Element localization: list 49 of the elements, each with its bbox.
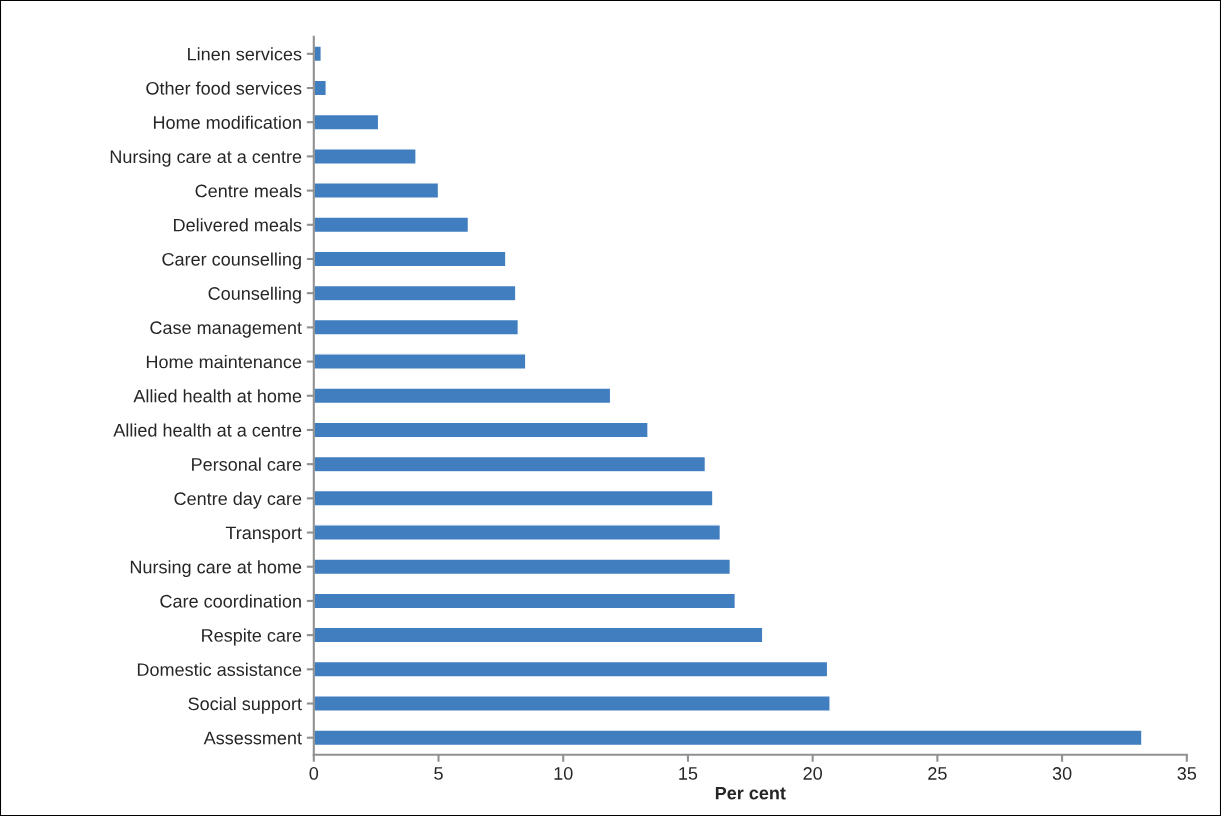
bar — [313, 182, 440, 199]
x-tick-label: 20 — [803, 767, 822, 780]
bar — [313, 729, 1143, 747]
bar — [313, 455, 707, 473]
bar — [313, 387, 612, 405]
y-tick-label: Case management — [150, 321, 302, 338]
x-tick-label: 35 — [1177, 767, 1197, 780]
y-tick-label: Linen services — [188, 47, 302, 61]
y-tick-label: Domestic assistance — [137, 662, 302, 677]
bar — [313, 148, 417, 165]
y-tick-label: Carer counselling — [162, 252, 301, 270]
bar — [313, 421, 649, 439]
bar — [313, 284, 517, 302]
x-tick-label: 15 — [679, 767, 698, 780]
y-tick-label: Allied health at home — [133, 389, 302, 403]
x-axis-title: Per cent — [715, 786, 786, 800]
bar — [313, 558, 732, 576]
y-tick-label: Care coordination — [160, 594, 301, 608]
bar — [313, 353, 527, 370]
y-tick-label: Centre day care — [174, 491, 302, 509]
bar — [313, 695, 831, 712]
bar — [313, 216, 470, 234]
y-tick-label: Delivered meals — [174, 218, 302, 232]
x-tick-label: 10 — [554, 767, 573, 780]
y-tick-label: Nursing care at a centre — [110, 149, 302, 167]
bar — [313, 660, 829, 678]
y-tick-label: Allied health at a centre — [113, 423, 302, 437]
bar — [313, 113, 380, 131]
y-tick-label: Counselling — [208, 286, 301, 304]
bar — [313, 250, 507, 268]
bar — [313, 318, 520, 336]
y-tick-label: Personal care — [192, 457, 302, 471]
y-tick-label: Centre meals — [195, 184, 302, 198]
y-tick-label: Nursing care at home — [130, 560, 302, 578]
x-tick-label: 5 — [434, 767, 443, 780]
bar — [313, 489, 714, 507]
x-tick-label: 30 — [1052, 767, 1072, 780]
bar — [313, 524, 722, 541]
y-tick-label: Social support — [188, 696, 302, 714]
bar — [313, 626, 764, 644]
y-tick-label: Transport — [225, 526, 302, 543]
x-tick-label: 0 — [309, 767, 319, 780]
y-tick-label: Other food services — [146, 81, 302, 95]
bar — [313, 592, 737, 610]
y-tick-label: Respite care — [202, 628, 302, 646]
x-tick-label: 25 — [928, 767, 947, 780]
y-tick-label: Home maintenance — [146, 355, 302, 369]
y-tick-label: Home modification — [153, 115, 301, 129]
y-tick-label: Assessment — [203, 731, 302, 745]
